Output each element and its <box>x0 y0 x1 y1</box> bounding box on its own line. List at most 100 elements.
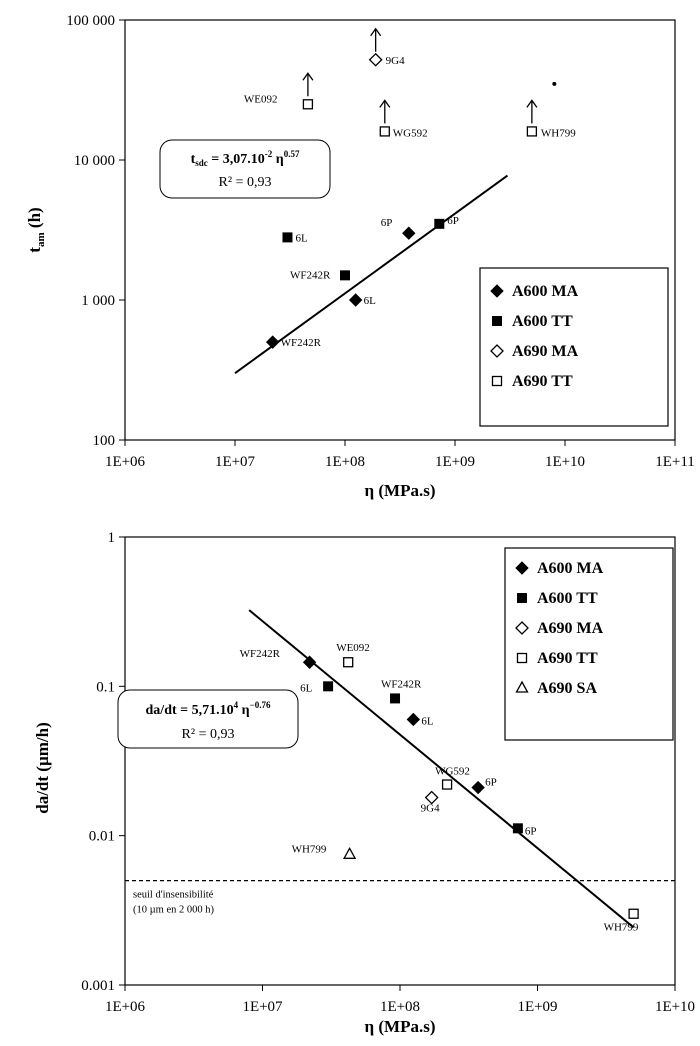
fit-line <box>234 174 509 375</box>
data-point <box>390 693 401 704</box>
lower-bound-arrow-head <box>526 99 538 108</box>
data-point <box>441 779 453 790</box>
x-tick-label: 1E+07 <box>242 999 283 1015</box>
fit-equation-eta: η <box>272 152 284 167</box>
y-axis-title: tam (h) <box>25 207 47 252</box>
legend-entry: A690 MA <box>512 343 579 360</box>
point-label: 9G4 <box>386 55 405 67</box>
fit-equation-eta: η <box>238 703 250 718</box>
x-tick-label: 1E+11 <box>655 454 695 470</box>
legend-entry: A600 MA <box>512 283 579 300</box>
legend-entry: A690 SA <box>537 680 597 697</box>
legend-entry: A690 MA <box>537 620 604 637</box>
fit-equation-box <box>159 139 331 199</box>
x-tick-label: 1E+10 <box>655 999 695 1015</box>
y-tick-label: 0.001 <box>81 978 115 994</box>
lower-bound-arrow-head <box>379 99 391 108</box>
legend-entry: A600 TT <box>537 590 598 607</box>
point-label: 6P <box>485 777 497 789</box>
data-point <box>406 712 421 727</box>
y-tick-label: 0.1 <box>96 679 115 695</box>
point-label: 6L <box>421 715 434 727</box>
data-point <box>343 657 354 668</box>
data-point <box>434 218 445 229</box>
data-point <box>265 335 280 349</box>
x-axis-title: η (MPa.s) <box>364 481 435 500</box>
data-point <box>282 232 293 243</box>
legend-entry: A690 TT <box>537 650 598 667</box>
x-tick-label: 1E+07 <box>215 454 256 470</box>
data-point <box>368 52 383 67</box>
y-tick-label: 0.01 <box>89 829 115 845</box>
point-label: WH799 <box>292 843 327 855</box>
legend-marker <box>515 561 529 575</box>
legend-entry: A600 TT <box>512 313 573 330</box>
data-point <box>323 681 334 692</box>
point-label: WF242R <box>381 678 422 690</box>
legend-marker <box>492 316 502 326</box>
x-tick-label: 1E+10 <box>545 454 585 470</box>
legend-entry: A600 MA <box>537 560 604 577</box>
data-point <box>302 99 314 110</box>
fit-equation-sub: sdc <box>195 158 208 168</box>
point-label: WF242R <box>281 337 322 349</box>
point-label: 6L <box>295 232 308 244</box>
data-point <box>628 908 639 919</box>
fit-equation-mid: = 3,07.10 <box>208 152 265 167</box>
legend-marker <box>515 621 529 635</box>
fit-equation: tsdc = 3,07.10-2 η0.57 <box>191 149 300 168</box>
fit-r2: R² = 0,93 <box>182 727 235 742</box>
point-label: WG592 <box>435 766 470 778</box>
fit-equation-exp: 4 <box>234 700 239 710</box>
legend-marker <box>490 344 504 358</box>
data-point <box>526 126 538 137</box>
y-tick-label: 1 000 <box>81 293 115 309</box>
fit-r2: R² = 0,93 <box>219 175 272 190</box>
x-tick-label: 1E+08 <box>325 454 365 470</box>
point-label: WH799 <box>604 922 639 934</box>
y-tick-label: 100 000 <box>66 13 115 29</box>
x-tick-label: 1E+08 <box>380 999 420 1015</box>
chart-2: 1E+06 1E+07 1E+08 1E+09 1E+10 0.001 0.01 0.1 1 η … <box>33 530 695 1036</box>
point-label: WF242R <box>240 648 281 660</box>
legend-marker <box>491 375 503 387</box>
legend-box <box>504 547 674 741</box>
stray-dot <box>552 81 557 86</box>
data-point <box>402 226 416 240</box>
legend-marker <box>490 284 504 298</box>
point-label: 6P <box>447 215 459 227</box>
data-point <box>340 270 350 281</box>
y-tick-label: 10 000 <box>74 153 115 169</box>
data-point <box>348 293 363 307</box>
y-tick-label: 1 <box>108 530 116 546</box>
fit-equation-exp: -2 <box>265 149 273 159</box>
y-axis-title-sub: am <box>35 232 47 247</box>
chart-1: 1E+06 1E+07 1E+08 1E+09 1E+10 1E+11 100 1 000 10… <box>25 13 695 500</box>
data-point <box>379 126 390 137</box>
y-axis-title-unit: (h) <box>25 207 44 232</box>
data-point <box>424 790 439 805</box>
point-label: WF242R <box>290 269 331 281</box>
lower-bound-arrow-head <box>370 27 382 37</box>
fit-equation-exp2: 0.57 <box>284 149 300 159</box>
y-axis-title: da/dt (µm/h) <box>33 722 52 814</box>
y-axis-title-main: t <box>25 247 44 253</box>
point-label: 6P <box>381 217 393 229</box>
point-label: 9G4 <box>421 803 440 815</box>
point-label: 6L <box>364 295 377 307</box>
legend-marker <box>517 593 527 603</box>
fit-equation-main: da/dt = 5,71.10 <box>146 703 234 718</box>
data-point <box>343 846 357 859</box>
point-label: 6P <box>525 825 537 837</box>
data-point <box>471 780 485 795</box>
legend-entry: A690 TT <box>512 373 573 390</box>
point-label: WG592 <box>393 127 428 139</box>
data-point <box>302 655 317 669</box>
fit-equation-main: t <box>191 152 196 167</box>
legend-marker <box>516 652 528 664</box>
x-axis-title: η (MPa.s) <box>364 1017 435 1036</box>
threshold-label-line2: (10 µm en 2 000 h) <box>133 905 214 916</box>
fit-equation-box <box>117 689 299 749</box>
